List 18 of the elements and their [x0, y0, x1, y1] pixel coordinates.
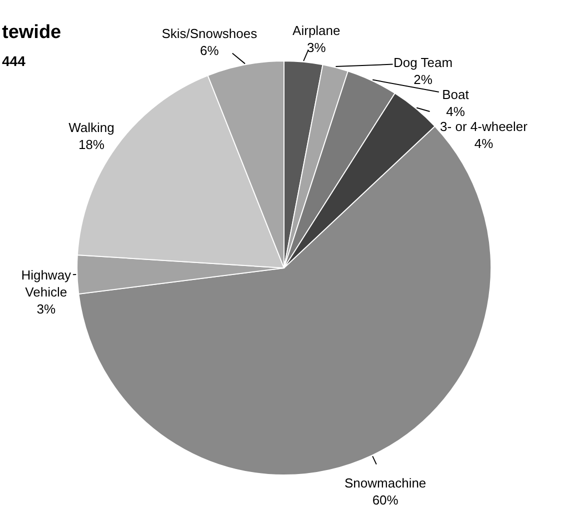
slice-label: Highway Vehicle	[21, 267, 72, 300]
text: 444	[2, 53, 26, 69]
data-label: 3%	[36, 301, 56, 316]
data-label: 18%	[78, 137, 105, 152]
slice-label: Boat	[442, 87, 470, 102]
chart-title: tewide	[2, 22, 62, 43]
data-label: 6%	[200, 43, 220, 58]
data-label: 4%	[474, 136, 494, 152]
slice-label: 3- or 4-wheeler	[440, 119, 528, 134]
slice-label: Airplane	[292, 23, 340, 38]
data-label: 3%	[307, 40, 326, 56]
data-label: 60%	[372, 492, 399, 508]
data-label: 2%	[414, 72, 433, 88]
data-label: 4%	[446, 104, 466, 120]
slice-label: Dog Team	[393, 55, 453, 70]
slice-label: Snowmachine	[344, 475, 426, 490]
slice-label: Walking	[68, 120, 114, 136]
slice-label: Skis/Snowshoes	[162, 26, 258, 42]
